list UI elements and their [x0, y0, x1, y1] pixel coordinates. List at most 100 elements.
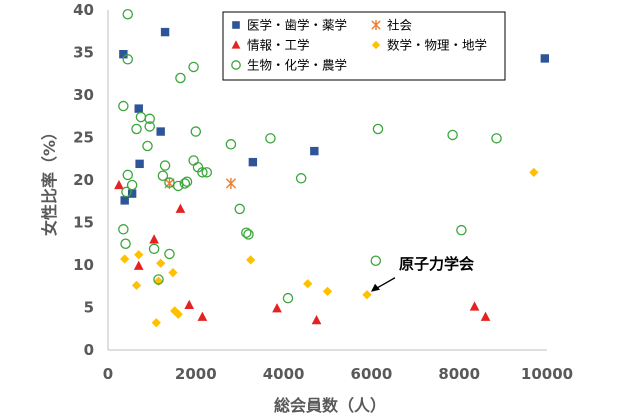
- data-point: [148, 243, 160, 255]
- series-triangle: [114, 179, 491, 325]
- data-point: [159, 160, 171, 171]
- y-tick-label: 30: [73, 86, 94, 104]
- series-asterisk: [164, 177, 237, 189]
- legend-label: 医学・歯学・薬学: [247, 18, 347, 33]
- y-tick-label: 25: [73, 129, 94, 147]
- data-point: [168, 268, 178, 278]
- data-point: [149, 234, 159, 244]
- data-point: [310, 146, 319, 156]
- data-point: [272, 303, 282, 313]
- data-point: [190, 126, 202, 137]
- data-point: [179, 178, 191, 189]
- data-point: [127, 189, 137, 198]
- tick-labels: 0 2000 4000 6000 8000 10000 0 5 10 15 20 25 30 35 40: [73, 1, 573, 383]
- data-point: [480, 311, 491, 321]
- data-point: [151, 318, 161, 328]
- data-point: [118, 100, 129, 112]
- legend-box: [222, 11, 506, 81]
- data-point: [303, 279, 313, 289]
- x-axis-title: 総会員数（人）: [274, 396, 386, 415]
- data-point: [362, 290, 372, 300]
- data-point: [469, 301, 480, 311]
- data-point: [234, 203, 245, 215]
- data-point: [175, 72, 186, 84]
- data-point: [372, 123, 384, 135]
- plot-area: [107, 8, 550, 351]
- data-point: [122, 8, 134, 20]
- data-point: [540, 54, 550, 63]
- data-point: [120, 196, 129, 205]
- x-tick-label: 10000: [521, 365, 573, 383]
- y-tick-label: 10: [73, 256, 94, 274]
- data-point: [447, 129, 458, 141]
- data-point: [160, 27, 170, 37]
- legend-marker: [231, 60, 241, 70]
- data-point: [246, 255, 256, 265]
- annotation-label: 原子力学会: [399, 255, 474, 273]
- data-point: [184, 299, 195, 309]
- series-diamond: [120, 167, 539, 328]
- data-point: [173, 309, 183, 319]
- data-point: [131, 123, 142, 135]
- data-point: [121, 186, 132, 198]
- data-point: [172, 180, 184, 192]
- data-point: [188, 155, 199, 166]
- data-point: [118, 224, 129, 235]
- legend-marker: [231, 40, 241, 49]
- annotation: 原子力学会: [371, 255, 474, 292]
- data-point: [188, 61, 199, 73]
- data-point: [197, 311, 208, 321]
- y-tick-label: 5: [84, 299, 94, 317]
- data-point: [175, 203, 186, 213]
- y-tick-label: 20: [73, 171, 94, 189]
- x-tick-label: 2000: [175, 365, 217, 383]
- legend-label: 数学・物理・地学: [387, 38, 487, 53]
- data-point: [157, 170, 169, 181]
- legend-marker: [232, 21, 240, 29]
- data-point: [201, 167, 213, 178]
- annotation-arrowhead: [371, 283, 381, 292]
- data-point: [131, 280, 142, 291]
- y-axis-title: 女性比率（%）: [40, 124, 59, 236]
- data-point: [322, 286, 333, 296]
- data-point: [156, 258, 166, 268]
- data-point: [126, 179, 138, 191]
- data-point: [135, 111, 147, 123]
- y-tick-label: 40: [73, 1, 94, 19]
- data-point: [153, 274, 164, 285]
- data-point: [282, 292, 294, 304]
- data-point: [491, 133, 502, 144]
- x-tick-label: 6000: [351, 365, 393, 383]
- data-point: [144, 113, 155, 125]
- data-point: [164, 177, 175, 188]
- data-point: [225, 177, 237, 189]
- x-tick-label: 0: [103, 365, 113, 383]
- data-point: [156, 127, 165, 136]
- legend-marker: [371, 19, 381, 31]
- data-point: [243, 229, 254, 240]
- data-point: [119, 50, 128, 59]
- data-point: [241, 227, 252, 238]
- data-point: [134, 104, 143, 113]
- data-point: [181, 176, 193, 187]
- data-point: [114, 179, 124, 190]
- y-tick-label: 0: [84, 341, 94, 359]
- data-point: [311, 315, 322, 325]
- data-point: [529, 167, 539, 177]
- series-circle-open: [118, 8, 502, 304]
- y-tick-label: 35: [73, 44, 94, 62]
- data-point: [122, 169, 134, 181]
- data-point: [134, 250, 144, 260]
- data-point: [295, 173, 307, 184]
- data-point: [370, 255, 382, 266]
- data-point: [164, 248, 175, 260]
- legend-label: 生物・化学・農学: [247, 58, 347, 73]
- data-point: [456, 224, 467, 236]
- data-point: [120, 254, 130, 264]
- data-point: [248, 157, 258, 167]
- data-point: [170, 306, 180, 316]
- data-point: [197, 167, 208, 178]
- data-point: [225, 139, 237, 150]
